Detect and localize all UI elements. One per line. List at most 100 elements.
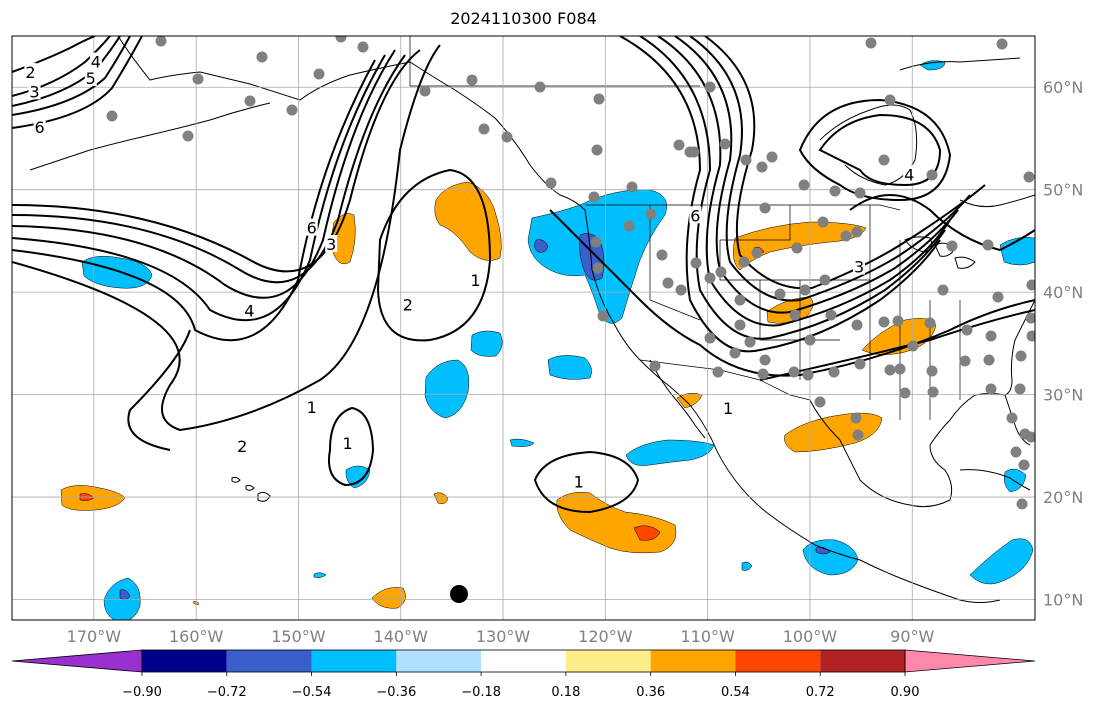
lat-labels: 60°N 50°N 40°N 30°N 20°N 10°N [1043,78,1083,609]
colorbar-tick-label: 0.54 [721,685,750,700]
contour-label: 4 [244,302,254,321]
lon-tick-label: 90°W [890,627,934,646]
contour-label: 2 [25,63,35,82]
station-dot-icon [854,358,866,370]
station-dot-icon [244,95,256,107]
lat-tick-label: 60°N [1043,78,1083,97]
contour-label: 3 [29,82,39,101]
colorbar-tick-label: −0.36 [376,685,416,700]
contour-label-bg [28,82,41,100]
station-dot-icon [817,216,829,228]
colorbar-box [565,650,651,672]
station-dot-icon [466,74,478,86]
station-dot-icon [894,363,906,375]
contour-label: 1 [470,271,480,290]
lon-tick-label: 140°W [374,627,429,646]
lat-tick-label: 10°N [1043,591,1083,610]
station-dot-icon [534,81,546,93]
station-dot-icon [744,336,756,348]
station-dot-icon [715,266,727,278]
contour-label-bg [325,234,338,252]
station-dot-icon [759,202,771,214]
station-dot-icon [983,354,995,366]
station-dot-icon [155,36,167,47]
contour-label-bg [236,436,249,454]
colorbar: −0.90 −0.72 −0.54 −0.36 −0.18 0.18 0.36 0.54 0.7… [11,649,1036,700]
station-dot-icon [1023,171,1035,183]
station-dot-icon [985,330,997,342]
station-dot-icon [982,239,994,251]
station-dot-icon [1025,431,1035,443]
station-dot-icon [704,272,716,284]
contour-label: 6 [690,206,700,225]
station-dot-icon [478,123,490,135]
colorbar-tick-label: −0.72 [207,685,247,700]
lon-labels: 170°W 160°W 150°W 140°W 130°W 120°W 110°W 100°W… [67,627,935,646]
colorbar-extend-right [904,649,1036,673]
station-dot-icon [992,291,1004,303]
station-dot-icon [804,334,816,346]
stations [106,36,1035,510]
colorbar-tick-label: −0.54 [292,685,332,700]
contour-label-bg [243,301,256,319]
colorbar-box [820,650,905,672]
station-dot-icon [588,191,600,203]
colorbar-tick-label: 0.36 [636,685,665,700]
station-dot-icon [926,365,938,377]
station-dot-icon [106,110,118,122]
colorbar-box [735,650,821,672]
station-dot-icon [852,429,864,441]
station-dot-icon [690,257,702,269]
colorbar-tick-label: 0.18 [551,685,580,700]
station-dot-icon [740,154,752,166]
station-dot-icon [734,319,746,331]
station-dot-icon [798,179,810,191]
lon-tick-label: 150°W [271,627,326,646]
colorbar-box [311,650,397,672]
contour-label-bg [33,118,46,136]
station-dot-icon [825,309,837,321]
station-dot-icon [1006,412,1018,424]
station-dot-icon [926,169,938,181]
station-dot-icon [704,332,716,344]
station-dot-icon [757,368,769,380]
station-dot-icon [1026,330,1035,342]
station-dot-icon [1015,350,1027,362]
lat-tick-label: 40°N [1043,283,1083,302]
colorbar-tick-label: −0.90 [122,685,162,700]
lon-tick-label: 170°W [67,627,122,646]
station-dot-icon [814,396,826,408]
station-dot-icon [927,386,939,398]
colorbar-extend-left [11,649,143,673]
contour-label-bg [89,52,102,70]
station-dot-icon [884,94,896,106]
station-dot-icon [865,37,877,49]
map-background [12,36,1035,620]
station-dot-icon [592,262,604,274]
station-dot-icon [335,36,347,43]
station-dot-icon [729,347,741,359]
station-dot-icon [623,220,635,232]
contour-label-bg [853,257,866,275]
station-dot-icon [884,364,896,376]
contour-label: 1 [723,399,733,418]
station-dot-icon [1018,459,1030,471]
station-dot-icon [591,144,603,156]
lon-tick-label: 100°W [783,627,838,646]
station-dot-icon [734,294,746,306]
map-title: 2024110300 F084 [450,9,597,28]
station-dot-icon [1026,279,1035,291]
contour-label-bg [572,472,585,490]
station-dot-icon [774,288,786,300]
station-dot-icon [662,277,674,289]
colorbar-frame [141,649,906,673]
contour-label-bg [903,165,916,183]
lon-tick-label: 160°W [169,627,224,646]
lon-tick-label: 130°W [476,627,531,646]
contour-label: 6 [35,118,45,137]
station-dot-icon [649,360,661,372]
contour-label: 5 [86,69,96,88]
station-dot-icon [1016,498,1028,510]
station-dot-icon [892,315,904,327]
